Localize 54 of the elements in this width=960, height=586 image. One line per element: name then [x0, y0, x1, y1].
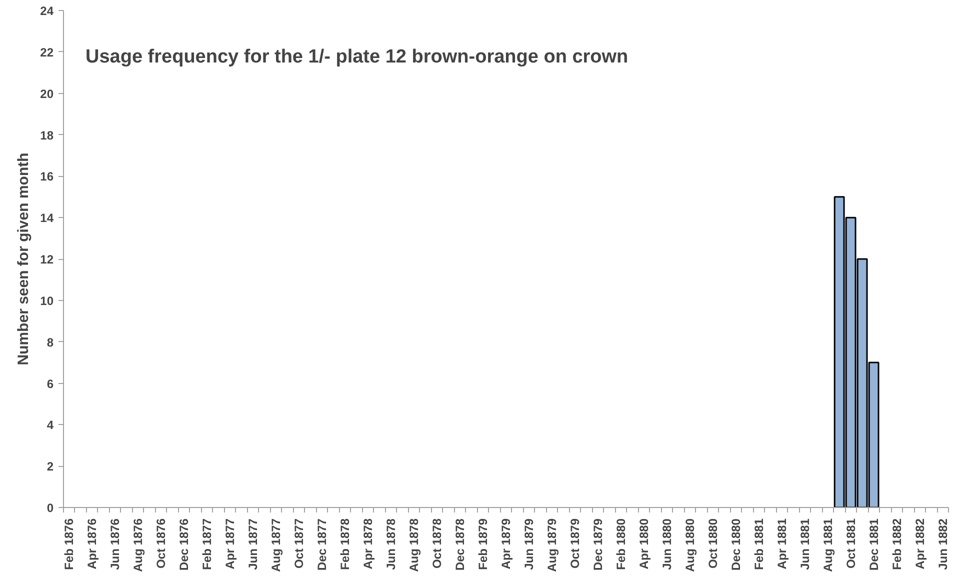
y-tick-label: 18 — [40, 128, 54, 142]
x-tick-label: Apr 1878 — [361, 518, 376, 570]
y-axis-title: Number seen for given month — [15, 152, 32, 366]
x-tick-label: Aug 1877 — [269, 518, 284, 572]
x-tick-label: Aug 1879 — [544, 518, 559, 572]
text: Usage frequency for the 1/- plate 12 brown-orange on crown — [86, 46, 628, 68]
y-tick-label: 2 — [46, 460, 54, 474]
x-tick-label: Aug 1880 — [682, 518, 697, 572]
x-tick-label: Jun 1880 — [660, 518, 674, 570]
y-tick-label: 0 — [46, 501, 54, 515]
x-tick-label: Feb 1882 — [890, 518, 904, 570]
x-tick-label: Apr 1881 — [774, 518, 789, 570]
x-tick-label: Jun 1876 — [108, 518, 122, 570]
y-tick-label: 6 — [46, 376, 54, 391]
x-tick-label: Aug 1878 — [407, 518, 422, 572]
x-tick-label: Apr 1877 — [223, 518, 238, 570]
x-tick-label: Jun 1879 — [522, 518, 536, 570]
x-tick-label: Dec 1878 — [453, 518, 468, 571]
x-tick-label: Feb 1880 — [614, 518, 628, 570]
x-tick-label: Apr 1879 — [499, 518, 513, 570]
y-tick-label: 16 — [40, 170, 54, 184]
y-tick-label: 22 — [40, 45, 54, 60]
x-tick-label: Oct 1879 — [568, 518, 582, 569]
y-tick-label: 10 — [40, 294, 54, 308]
x-tick-label: Feb 1878 — [338, 518, 352, 570]
x-tick-label: Oct 1881 — [844, 518, 858, 569]
x-tick-label: Dec 1881 — [866, 518, 881, 571]
x-tick-label: Dec 1876 — [177, 518, 192, 571]
y-tick-label: 4 — [46, 418, 54, 432]
x-tick-label: Dec 1880 — [728, 518, 743, 571]
x-tick-label: Jun 1878 — [384, 518, 398, 570]
x-tick-label: Oct 1880 — [706, 518, 720, 569]
x-tick-label: Dec 1879 — [590, 518, 605, 571]
x-tick-label: Jun 1881 — [798, 518, 812, 570]
y-tick-label: 24 — [40, 4, 54, 18]
y-tick-label: 12 — [40, 252, 54, 266]
x-tick-label: Feb 1879 — [476, 518, 490, 570]
x-tick-label: Oct 1877 — [292, 518, 306, 569]
x-tick-label: Jun 1882 — [936, 518, 950, 570]
x-tick-label: Apr 1882 — [912, 518, 927, 570]
y-tick-label: 8 — [46, 335, 54, 350]
x-tick-label: Oct 1878 — [430, 518, 444, 569]
x-tick-label: Jun 1877 — [246, 518, 260, 570]
x-tick-label: Feb 1876 — [62, 518, 76, 570]
x-tick-label: Apr 1880 — [636, 518, 651, 570]
y-tick-label: 20 — [40, 86, 54, 101]
x-tick-label: Aug 1881 — [820, 518, 835, 572]
x-tick-label: Feb 1881 — [752, 518, 766, 570]
x-tick-label: Aug 1876 — [131, 518, 146, 572]
x-tick-label: Apr 1876 — [85, 518, 100, 570]
x-tick-label: Dec 1877 — [315, 518, 330, 571]
y-tick-label: 14 — [40, 211, 54, 226]
x-tick-label: Oct 1876 — [154, 518, 168, 569]
x-tick-label: Feb 1877 — [200, 518, 214, 570]
